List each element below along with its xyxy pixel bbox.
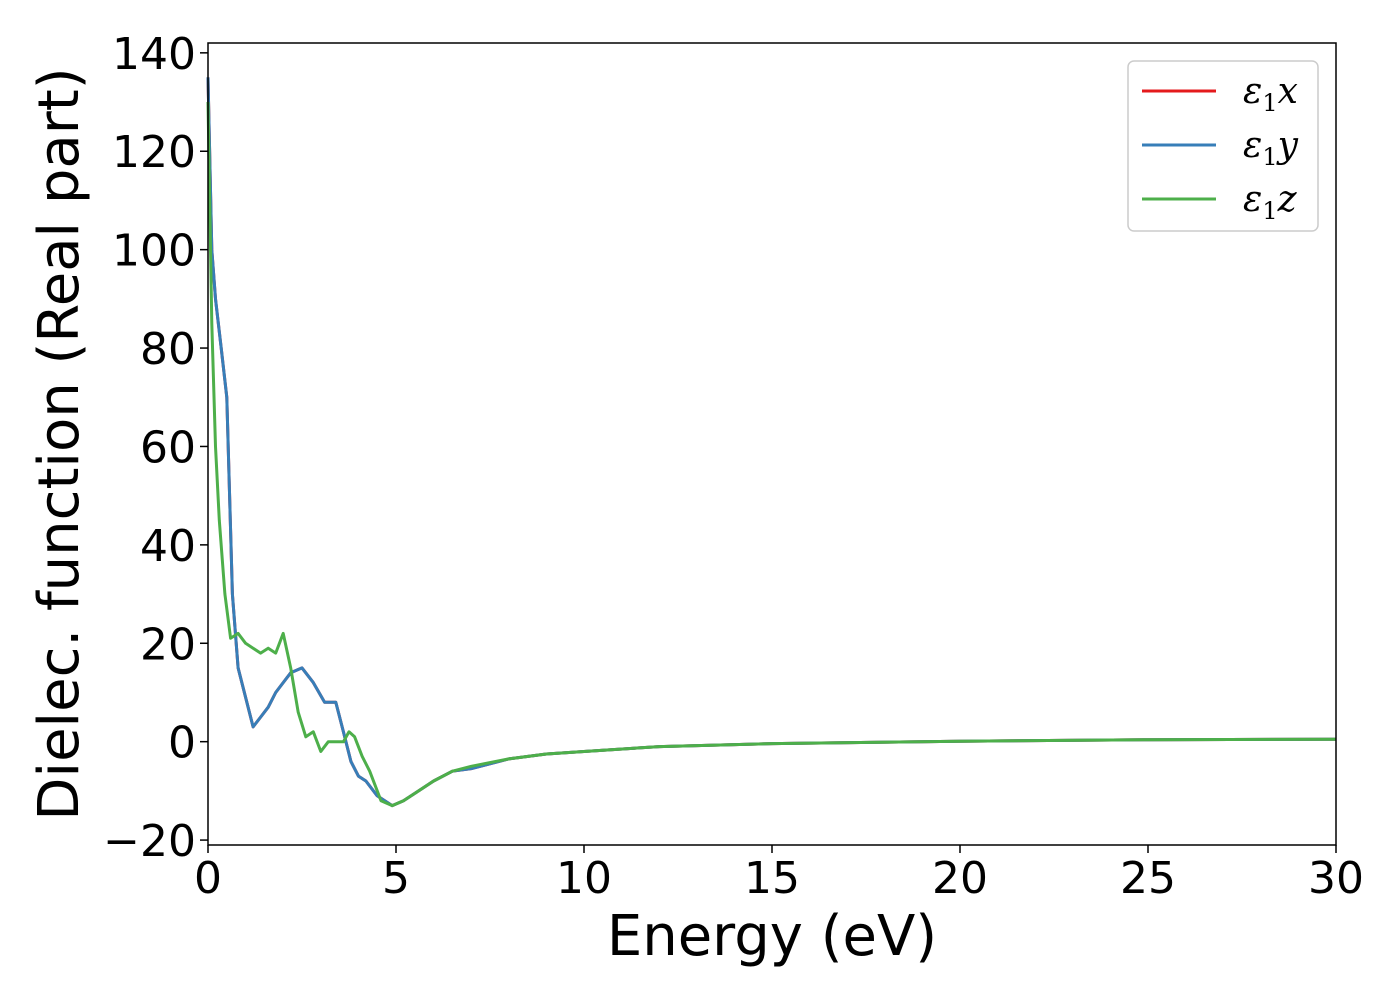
x-axis-label: Energy (eV): [607, 904, 937, 969]
x-tick-label: 25: [1120, 853, 1176, 904]
legend: ε1x ε1y ε1z: [1127, 60, 1319, 232]
y-tick-label: 0: [168, 718, 196, 769]
y-tick-label: 100: [112, 226, 196, 277]
y-tick-label: −20: [103, 816, 196, 867]
y-tick-label: 140: [112, 29, 196, 80]
legend-label-y: ε1y: [1243, 125, 1299, 171]
x-tick-label: 10: [556, 853, 612, 904]
series-layer: [206, 77, 1337, 808]
legend-label-z: ε1z: [1243, 179, 1298, 225]
y-tick-label: 80: [140, 324, 196, 375]
y-axis-label: Dielec. function (Real part): [27, 67, 92, 820]
y-tick-label: 20: [140, 619, 196, 670]
series-line-z: [206, 101, 1337, 808]
y-axis-ticks: −20 0 20 40 60 80 100 120 140: [103, 29, 208, 867]
x-tick-label: 30: [1308, 853, 1364, 904]
legend-label-x: ε1x: [1243, 71, 1298, 117]
y-tick-label: 120: [112, 127, 196, 178]
y-tick-label: 60: [140, 422, 196, 473]
x-tick-label: 0: [194, 853, 222, 904]
legend-box: [1127, 60, 1319, 232]
x-axis-ticks: 0 5 10 15 20 25 30: [194, 845, 1364, 904]
x-tick-label: 15: [744, 853, 800, 904]
x-tick-label: 5: [382, 853, 410, 904]
y-tick-label: 40: [140, 521, 196, 572]
x-tick-label: 20: [932, 853, 988, 904]
